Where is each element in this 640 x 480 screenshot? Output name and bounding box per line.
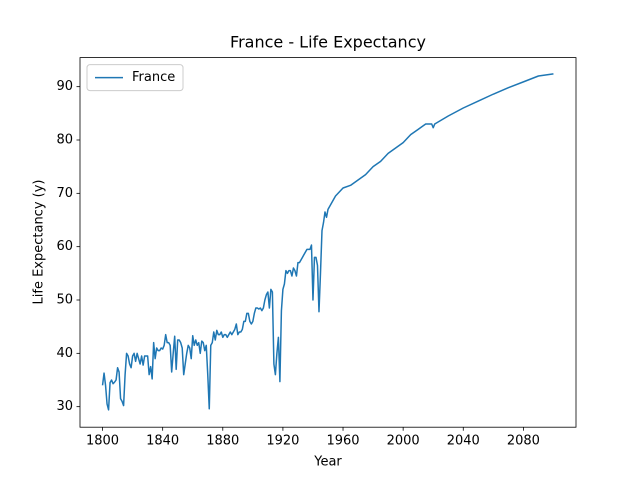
y-tick-label: 70 (56, 186, 73, 201)
x-tick-label: 2040 (447, 434, 480, 449)
y-tick-label: 50 (56, 293, 73, 308)
y-tick-label: 80 (56, 133, 73, 148)
legend-box (86, 64, 184, 92)
legend-label: France (132, 70, 175, 85)
y-tick-label: 90 (56, 79, 73, 94)
x-tick-label: 2080 (507, 434, 540, 449)
y-axis-label: Life Expectancy (y) (32, 180, 47, 305)
x-axis-label: Year (313, 455, 342, 470)
x-tick-label: 1920 (266, 434, 299, 449)
line (101, 73, 554, 411)
y-tick-label: 60 (56, 239, 73, 254)
x-tick-label: 2000 (387, 434, 420, 449)
y-tick-label: 40 (56, 346, 73, 361)
x-tick-label: 1880 (206, 434, 239, 449)
x-tick-label: 1960 (326, 434, 359, 449)
x-tick-label: 1800 (86, 434, 119, 449)
y-tick-label: 30 (56, 399, 73, 414)
chart-title: France - Life Expectancy (230, 33, 426, 52)
axes-frame (79, 57, 577, 428)
x-tick-label: 1840 (146, 434, 179, 449)
